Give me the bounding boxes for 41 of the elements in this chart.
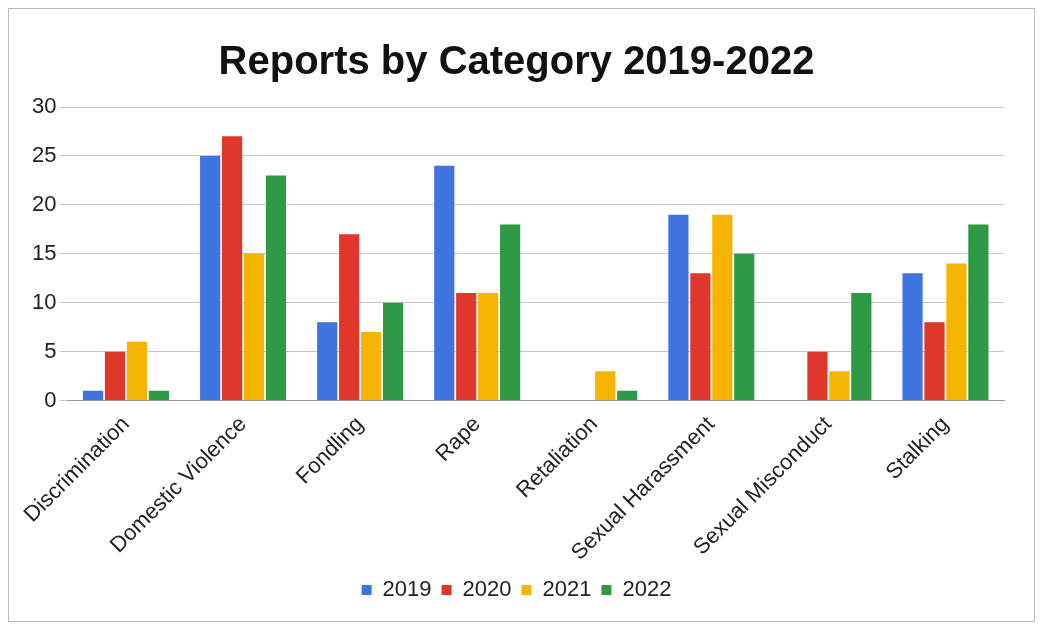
bar: [902, 273, 923, 401]
y-tick-label: 25: [31, 141, 57, 167]
bar: [851, 292, 872, 401]
bar: [829, 371, 850, 401]
bar: [82, 390, 104, 401]
y-tick-label: 30: [31, 93, 57, 119]
bar: [500, 224, 521, 401]
bar: [807, 351, 828, 401]
bar: [690, 273, 711, 401]
bar: [617, 390, 638, 401]
bar: [712, 214, 733, 401]
bar: [243, 253, 265, 401]
bar: [382, 302, 404, 401]
bar: [361, 332, 382, 401]
legend-label: 2021: [542, 576, 592, 602]
legend-label: 2020: [462, 576, 512, 602]
bar: [222, 136, 243, 401]
y-tick-label: 0: [44, 386, 57, 412]
bar: [434, 165, 455, 401]
bar: [478, 292, 499, 401]
bar: [148, 390, 170, 401]
bar: [595, 371, 616, 401]
legend-label: 2019: [382, 576, 432, 602]
y-tick-label: 15: [31, 239, 57, 265]
bar: [734, 253, 755, 401]
legend-label: 2022: [622, 576, 672, 602]
y-tick-label: 20: [31, 190, 57, 216]
bar: [668, 214, 689, 401]
bar: [317, 322, 338, 401]
bar: [968, 224, 989, 401]
bar: [924, 322, 945, 401]
bar: [126, 341, 148, 401]
bar: [104, 351, 126, 401]
bar: [339, 234, 360, 401]
bar: [200, 155, 221, 401]
y-tick-label: 10: [31, 288, 57, 314]
y-tick-label: 5: [44, 337, 57, 363]
bar: [265, 175, 287, 401]
bar: [946, 263, 967, 401]
chart-title: Reports by Category 2019-2022: [218, 38, 815, 83]
bar: [456, 292, 477, 401]
